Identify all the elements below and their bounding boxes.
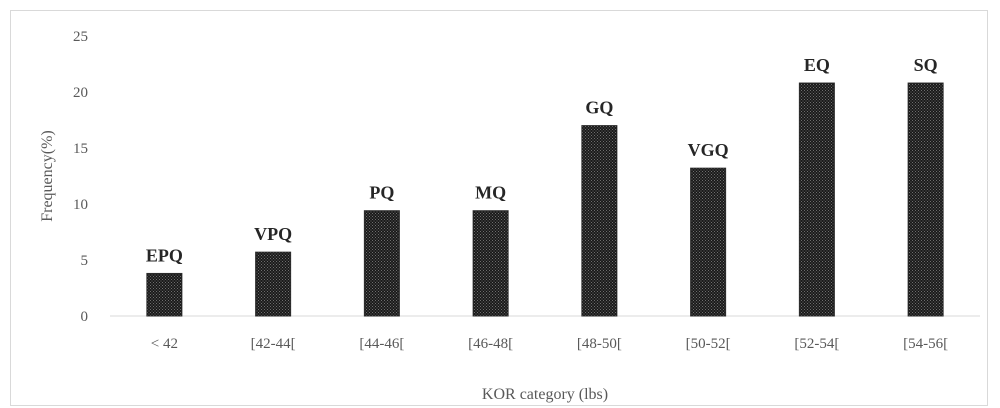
bar xyxy=(798,82,835,317)
x-tick-label: [54-56[ xyxy=(903,336,948,352)
x-tick-label: [42-44[ xyxy=(251,336,296,352)
bar-data-label: EQ xyxy=(804,55,830,75)
x-axis-ticks: < 42 [42-44[ [44-46[ [46-48[ [48-50[ [50-52[ [… xyxy=(151,336,948,352)
x-tick-label: < 42 xyxy=(151,336,178,352)
y-tick-label: 20 xyxy=(73,85,88,101)
bar-data-label: MQ xyxy=(475,183,506,203)
y-tick-label: 10 xyxy=(73,197,88,213)
bar-data-label: GQ xyxy=(585,98,613,118)
bar xyxy=(146,272,183,317)
x-tick-label: [46-48[ xyxy=(468,336,513,352)
bar xyxy=(472,210,509,317)
bars xyxy=(146,82,944,317)
bar xyxy=(690,167,727,317)
y-tick-label: 25 xyxy=(73,29,88,45)
y-tick-label: 15 xyxy=(73,141,88,157)
bar-data-label: VPQ xyxy=(254,224,292,244)
bar xyxy=(581,125,618,317)
bar xyxy=(907,82,944,317)
y-tick-label: 0 xyxy=(81,309,89,325)
bar xyxy=(255,251,292,317)
x-tick-label: [48-50[ xyxy=(577,336,622,352)
bar-data-label: VGQ xyxy=(688,140,729,160)
y-axis-title: Frequency(%) xyxy=(39,130,56,222)
x-axis-title: KOR category (lbs) xyxy=(482,386,608,403)
x-tick-label: [50-52[ xyxy=(686,336,731,352)
y-axis-ticks: 0 5 10 15 20 25 xyxy=(73,29,88,325)
bar-data-label: SQ xyxy=(914,55,938,75)
bar-data-label: PQ xyxy=(369,183,394,203)
x-tick-label: [44-46[ xyxy=(359,336,404,352)
y-tick-label: 5 xyxy=(81,253,89,269)
x-tick-label: [52-54[ xyxy=(794,336,839,352)
bar-data-label: EPQ xyxy=(146,245,183,265)
bar xyxy=(363,210,400,317)
bar-data-labels: EPQ VPQ PQ MQ GQ VGQ EQ SQ xyxy=(146,55,938,265)
